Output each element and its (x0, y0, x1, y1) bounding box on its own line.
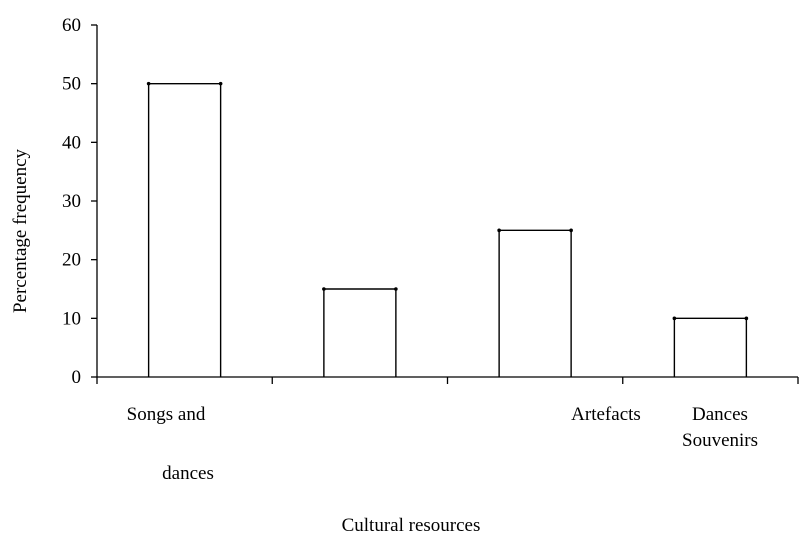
y-tick-label: 50 (62, 74, 81, 95)
bar-corner-marker (672, 316, 677, 321)
y-axis-label: Percentage frequency (10, 148, 31, 313)
bar (498, 229, 572, 377)
bar-corner-marker (569, 228, 573, 233)
bar (673, 317, 748, 377)
bar-corner-marker (322, 287, 326, 291)
x-axis-label: Cultural resources (342, 515, 481, 536)
bar-corner-marker (497, 228, 501, 233)
bar (323, 288, 397, 377)
bar (147, 82, 222, 377)
bar-corner-marker (394, 287, 398, 291)
x-category-label: Dances (692, 404, 748, 425)
y-tick-label: 40 (62, 132, 81, 153)
y-tick-label: 0 (72, 367, 82, 388)
x-category-label: Artefacts (571, 404, 641, 425)
y-tick-label: 20 (62, 250, 81, 271)
y-tick-label: 10 (62, 308, 81, 329)
bar-corner-marker (146, 81, 151, 86)
x-category-label: dances (162, 463, 214, 484)
bar-corner-marker (744, 316, 749, 321)
x-category-label: Songs and (127, 404, 206, 425)
bar-corner-marker (218, 81, 223, 86)
y-tick-label: 60 (62, 15, 81, 36)
y-tick-label: 30 (62, 191, 81, 212)
x-category-label: Souvenirs (682, 430, 758, 451)
